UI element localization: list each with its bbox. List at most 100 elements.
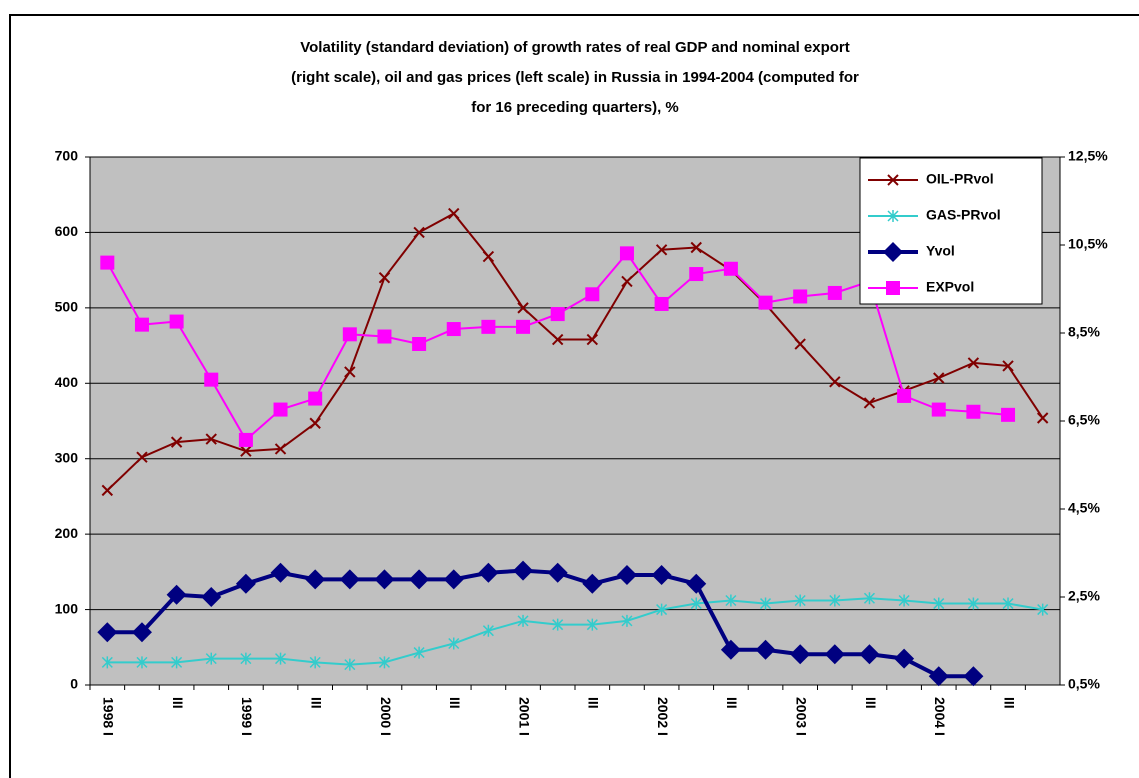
marker bbox=[171, 656, 183, 669]
marker bbox=[586, 333, 599, 346]
marker bbox=[824, 644, 845, 665]
marker bbox=[863, 397, 876, 409]
marker bbox=[274, 443, 287, 455]
marker bbox=[377, 329, 392, 344]
marker bbox=[238, 432, 253, 447]
marker bbox=[963, 666, 984, 687]
marker bbox=[897, 388, 912, 403]
series-line bbox=[106, 212, 1044, 492]
marker bbox=[621, 614, 633, 627]
marker bbox=[655, 244, 668, 256]
marker bbox=[863, 592, 875, 605]
marker bbox=[101, 484, 114, 497]
marker bbox=[616, 565, 637, 585]
marker bbox=[201, 587, 222, 607]
marker bbox=[170, 436, 183, 448]
marker bbox=[758, 295, 773, 310]
marker bbox=[136, 451, 148, 463]
marker bbox=[136, 656, 148, 669]
marker bbox=[1001, 407, 1016, 422]
marker bbox=[240, 652, 252, 665]
x-tick-label: III bbox=[586, 697, 602, 709]
y2-tick-label: 0,5% bbox=[1068, 676, 1100, 692]
marker bbox=[97, 622, 118, 643]
legend-label: EXPvol bbox=[926, 279, 974, 295]
legend-label: OIL-PRvol bbox=[926, 171, 994, 187]
marker bbox=[582, 573, 603, 594]
marker bbox=[482, 250, 495, 263]
y2-tick-label: 2,5% bbox=[1068, 588, 1100, 604]
marker bbox=[516, 319, 531, 334]
marker bbox=[482, 624, 494, 637]
marker bbox=[308, 391, 323, 406]
marker bbox=[413, 646, 425, 659]
marker bbox=[413, 226, 425, 239]
chart-title: for 16 preceding quarters), % bbox=[471, 99, 679, 116]
marker bbox=[619, 246, 634, 261]
marker bbox=[305, 569, 326, 590]
marker bbox=[651, 565, 672, 585]
y-tick-label: 500 bbox=[55, 299, 79, 315]
marker bbox=[240, 445, 252, 457]
y2-tick-label: 4,5% bbox=[1068, 500, 1100, 516]
marker bbox=[898, 594, 910, 607]
marker bbox=[339, 569, 360, 590]
marker bbox=[342, 327, 357, 342]
marker bbox=[273, 402, 288, 417]
y-tick-label: 400 bbox=[55, 374, 79, 390]
marker bbox=[551, 333, 564, 346]
legend-marker bbox=[883, 242, 903, 262]
legend: OIL-PRvol GAS-PRvol Yvol EXPvol bbox=[859, 157, 1043, 305]
marker bbox=[374, 569, 395, 590]
legend-marker bbox=[886, 281, 900, 295]
marker bbox=[686, 573, 707, 594]
marker bbox=[344, 366, 356, 378]
y-tick-label: 600 bbox=[55, 223, 79, 239]
marker bbox=[931, 402, 946, 417]
marker bbox=[690, 597, 702, 610]
marker bbox=[204, 372, 219, 387]
marker bbox=[552, 618, 564, 631]
marker bbox=[446, 322, 461, 337]
marker bbox=[517, 614, 529, 627]
marker bbox=[859, 644, 880, 665]
marker bbox=[409, 569, 430, 590]
marker bbox=[448, 207, 460, 220]
y2-tick-label: 6,5% bbox=[1068, 412, 1100, 428]
x-tick-label: 2004 I bbox=[932, 697, 948, 736]
marker bbox=[690, 241, 702, 254]
marker bbox=[827, 285, 842, 300]
y-tick-label: 200 bbox=[55, 525, 79, 541]
marker bbox=[585, 287, 600, 302]
marker bbox=[1036, 412, 1049, 424]
marker bbox=[586, 618, 598, 631]
y-tick-label: 300 bbox=[55, 449, 79, 465]
marker bbox=[481, 319, 496, 334]
marker bbox=[550, 307, 565, 322]
marker bbox=[517, 302, 529, 314]
marker bbox=[378, 656, 390, 669]
x-tick-label: 1998 I bbox=[101, 697, 117, 736]
x-tick-label: III bbox=[308, 697, 324, 709]
marker bbox=[794, 338, 806, 350]
legend-marker bbox=[887, 174, 899, 186]
legend-label: GAS-PRvol bbox=[926, 207, 1001, 223]
x-tick-label: III bbox=[863, 697, 879, 709]
marker bbox=[790, 644, 811, 665]
x-tick-label: 2002 I bbox=[655, 697, 671, 736]
marker bbox=[235, 573, 256, 594]
chart-title: Volatility (standard deviation) of growt… bbox=[300, 39, 850, 56]
x-tick-label: III bbox=[170, 697, 186, 709]
marker bbox=[621, 275, 633, 288]
marker bbox=[656, 603, 668, 616]
x-tick-label: 2001 I bbox=[516, 697, 532, 736]
marker bbox=[725, 594, 737, 607]
marker bbox=[928, 666, 949, 687]
marker bbox=[720, 639, 741, 660]
marker bbox=[967, 357, 980, 369]
y2-tick-label: 12,5% bbox=[1068, 148, 1108, 164]
marker bbox=[309, 417, 321, 429]
marker bbox=[723, 261, 738, 276]
marker bbox=[412, 337, 427, 351]
